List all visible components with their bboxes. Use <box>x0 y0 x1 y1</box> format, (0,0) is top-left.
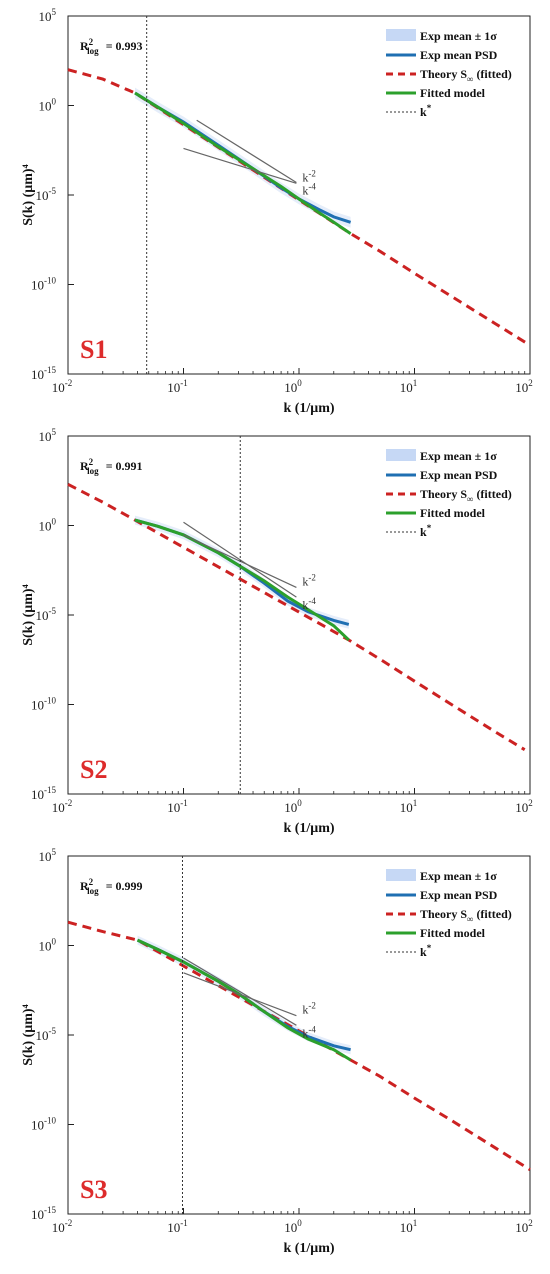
x-axis-label: k (1/μm) <box>283 821 334 836</box>
r2-label: R2 log = 0.999 <box>80 877 143 896</box>
x-tick-label: 10-2 <box>52 378 73 395</box>
series-fitted <box>134 518 350 642</box>
legend-label: Theory S∞ (fitted) <box>420 907 512 924</box>
series-theory <box>67 920 531 1171</box>
chart-svg: k-2k-410-2 10-1 100 101 10210-1510-1010-5100… <box>21 427 533 836</box>
slope-guide-line <box>183 972 297 1017</box>
legend-label: Fitted model <box>420 506 486 520</box>
legend-band-swatch <box>386 869 416 881</box>
x-tick-label: 101 <box>400 1218 418 1235</box>
x-tick-label: 10-1 <box>167 1218 188 1235</box>
series-theory <box>67 482 526 751</box>
chart-svg: k-2k-410-2 10-1 100 101 10210-1510-1010-5100… <box>21 847 533 1256</box>
legend-label: Exp mean ± 1σ <box>420 449 497 463</box>
x-tick-label: 102 <box>515 1218 533 1235</box>
panel-label: S1 <box>80 335 107 364</box>
panel-label: S2 <box>80 755 107 784</box>
x-tick-label: 10-2 <box>52 1218 73 1235</box>
y-tick-label: 10-5 <box>36 606 57 623</box>
slope-guide-line <box>183 957 297 1026</box>
chart-panel-s2: k-2 k-4 10-2 10-1 100 101 102 10-15 10-10 10-5 100… <box>0 420 550 840</box>
slope-guide-label: k-4 <box>302 181 316 197</box>
exp-band <box>135 515 349 629</box>
legend-label: Fitted model <box>420 926 486 940</box>
panel-label: S3 <box>80 1175 107 1204</box>
x-tick-label: 10-1 <box>167 378 188 395</box>
legend-label: k* <box>420 523 432 539</box>
y-tick-label: 10-10 <box>31 1116 56 1133</box>
x-tick-label: 10-1 <box>167 798 188 815</box>
x-tick-label: 100 <box>284 1218 302 1235</box>
legend-band-swatch <box>386 449 416 461</box>
y-tick-label: 100 <box>39 517 57 534</box>
legend-label: k* <box>420 103 432 119</box>
series-fitted <box>136 938 352 1062</box>
x-tick-label: 102 <box>515 378 533 395</box>
series-theory <box>67 68 531 347</box>
exp-band <box>137 935 351 1055</box>
legend-label: Exp mean ± 1σ <box>420 869 497 883</box>
legend-label: Fitted model <box>420 86 486 100</box>
slope-guide-line <box>183 521 297 598</box>
slope-guide-label: k-2 <box>302 1001 316 1017</box>
r2-label: R2 log = 0.993 <box>80 37 143 56</box>
exp-band <box>135 87 351 228</box>
x-tick-label: 101 <box>400 378 418 395</box>
chart-panel-s1: k-2 k-4 10-2 10-1 100 101 102 10-15 10-10 10-5 100… <box>0 0 550 420</box>
legend-label: Theory S∞ (fitted) <box>420 67 512 84</box>
y-tick-label: 105 <box>39 7 57 24</box>
chart-panel-s3: k-2 k-4 10-2 10-1 100 101 102 10-15 10-10 10-5 100… <box>0 840 550 1260</box>
y-axis-label: S(k) (μm)⁴ <box>21 1003 36 1065</box>
legend-label: k* <box>420 943 432 959</box>
series-exp-mean <box>134 518 350 626</box>
y-axis-label: S(k) (μm)⁴ <box>21 163 36 225</box>
y-axis-label: S(k) (μm)⁴ <box>21 583 36 645</box>
legend-label: Exp mean PSD <box>420 888 498 902</box>
series-fitted <box>134 91 352 235</box>
legend-label: Exp mean PSD <box>420 48 498 62</box>
y-tick-label: 100 <box>39 97 57 114</box>
legend-label: Exp mean ± 1σ <box>420 29 497 43</box>
slope-guide-line <box>196 119 297 184</box>
legend-band-swatch <box>386 29 416 41</box>
slope-guide-label: k-2 <box>302 572 316 588</box>
y-tick-label: 10-10 <box>31 276 56 293</box>
x-tick-label: 10-2 <box>52 798 73 815</box>
y-tick-label: 10-5 <box>36 186 57 203</box>
x-tick-label: 102 <box>515 798 533 815</box>
x-tick-label: 100 <box>284 378 302 395</box>
legend-label: Exp mean PSD <box>420 468 498 482</box>
x-axis-label: k (1/μm) <box>283 401 334 416</box>
x-tick-label: 100 <box>284 798 302 815</box>
x-axis-label: k (1/μm) <box>283 1241 334 1256</box>
slope-guide-line <box>183 147 297 184</box>
y-tick-label: 10-10 <box>31 696 56 713</box>
r2-label: R2 log = 0.991 <box>80 457 143 476</box>
legend-label: Theory S∞ (fitted) <box>420 487 512 504</box>
y-tick-label: 105 <box>39 427 57 444</box>
x-tick-label: 101 <box>400 798 418 815</box>
y-tick-label: 10-5 <box>36 1026 57 1043</box>
y-tick-label: 100 <box>39 937 57 954</box>
y-tick-label: 105 <box>39 847 57 864</box>
chart-svg: k-2k-410-2 10-1 100 101 10210-1510-1010-5100… <box>21 7 533 416</box>
